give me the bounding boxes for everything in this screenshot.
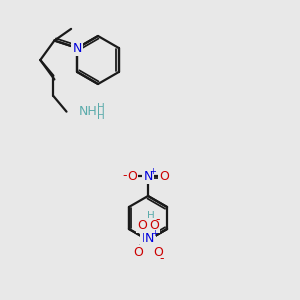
Text: NH: NH — [79, 105, 97, 118]
Text: O: O — [149, 219, 159, 232]
Text: -: - — [159, 252, 164, 266]
Text: O: O — [127, 169, 137, 182]
Text: N: N — [73, 41, 82, 55]
Text: O: O — [137, 219, 147, 232]
Text: H: H — [97, 103, 104, 113]
Text: O: O — [153, 246, 163, 260]
Text: +: + — [151, 230, 158, 238]
Text: N: N — [142, 232, 151, 245]
Text: +: + — [148, 230, 155, 238]
Text: H: H — [147, 211, 155, 221]
Text: -: - — [123, 169, 127, 182]
Text: -: - — [155, 213, 160, 226]
Text: +: + — [150, 167, 156, 176]
Text: O: O — [133, 246, 143, 260]
Text: N: N — [145, 232, 154, 245]
Text: O: O — [143, 218, 153, 230]
Text: N: N — [143, 169, 153, 182]
Text: H: H — [97, 111, 104, 121]
Text: O: O — [159, 169, 169, 182]
